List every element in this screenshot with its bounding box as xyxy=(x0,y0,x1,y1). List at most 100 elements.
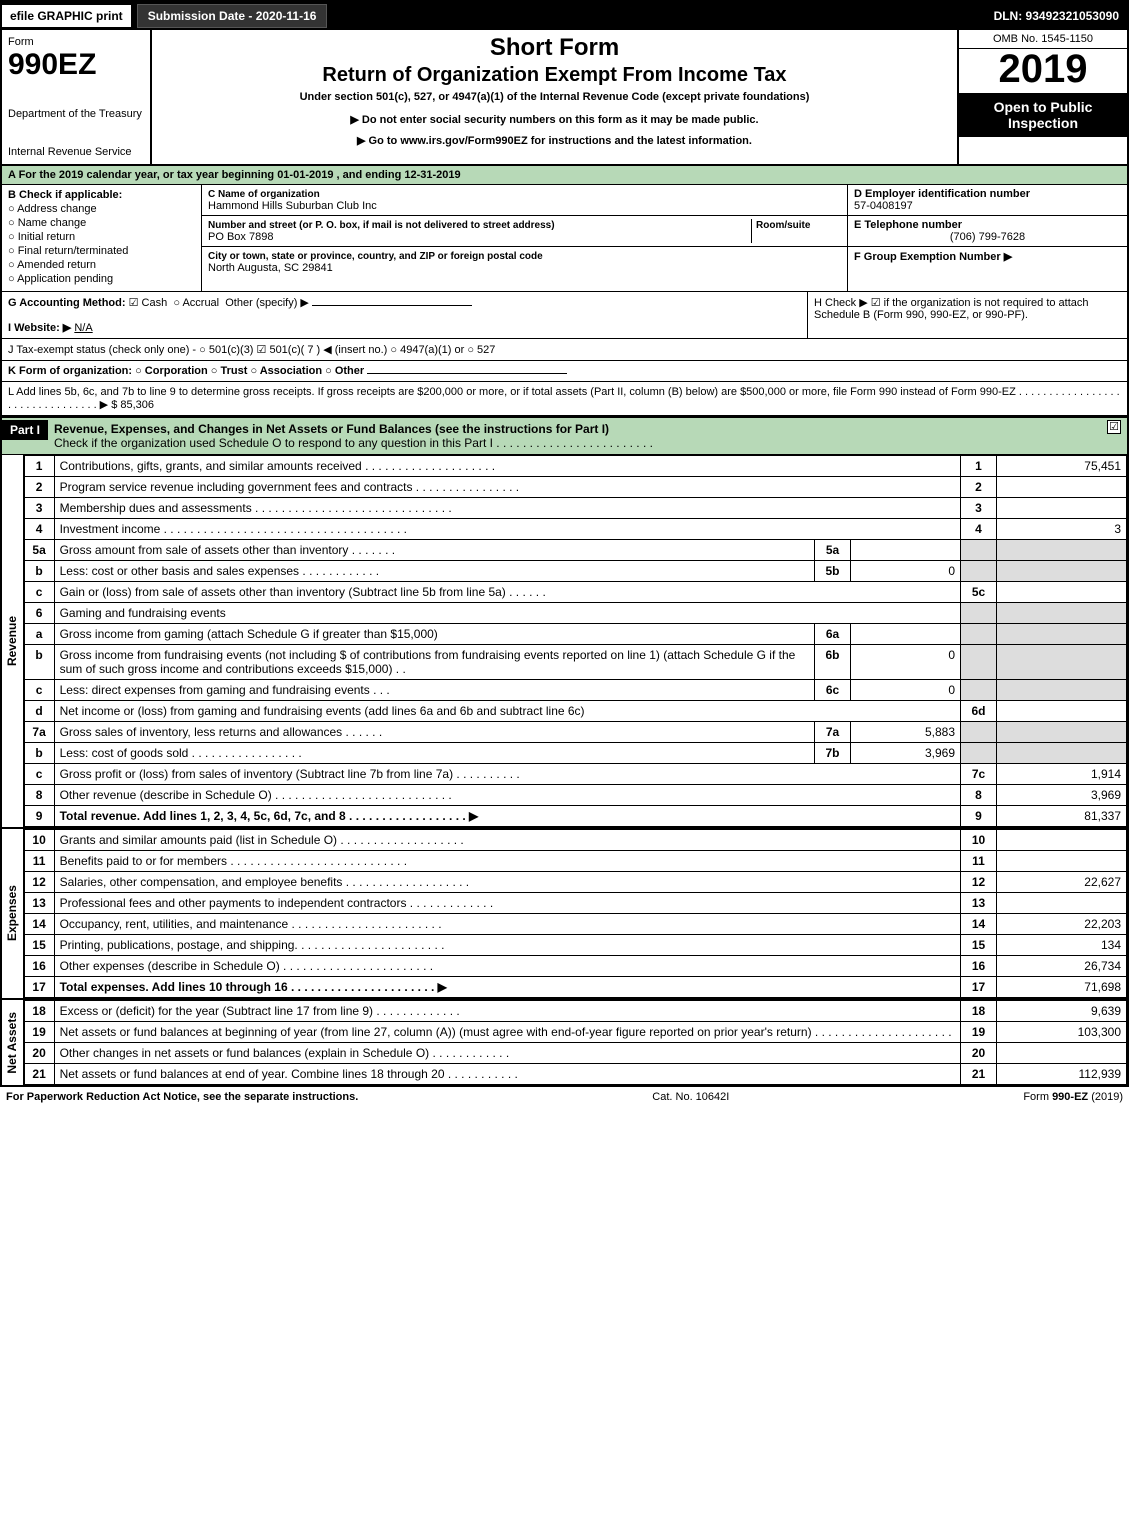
footer-left: For Paperwork Reduction Act Notice, see … xyxy=(6,1091,358,1103)
line-6d: dNet income or (loss) from gaming and fu… xyxy=(24,701,1126,722)
line-9: 9Total revenue. Add lines 1, 2, 3, 4, 5c… xyxy=(24,806,1126,827)
line-3: 3Membership dues and assessments . . . .… xyxy=(24,498,1126,519)
netassets-section: Net Assets 18Excess or (deficit) for the… xyxy=(2,998,1127,1085)
submission-date-label: Submission Date - 2020-11-16 xyxy=(137,4,328,28)
b-title: B Check if applicable: xyxy=(8,189,122,201)
group-exemption: F Group Exemption Number ▶ xyxy=(848,247,1127,266)
part1-label: Part I xyxy=(2,420,48,440)
info-block: B Check if applicable: ○ Address change … xyxy=(2,185,1127,292)
line-2: 2Program service revenue including gover… xyxy=(24,477,1126,498)
opt-final[interactable]: ○ Final return/terminated xyxy=(8,245,195,257)
c-name-lbl: C Name of organization xyxy=(208,189,320,200)
footer-center: Cat. No. 10642I xyxy=(652,1091,729,1103)
ein-val: 57-0408197 xyxy=(854,200,913,212)
revenue-table: 1Contributions, gifts, grants, and simil… xyxy=(24,455,1127,827)
line-7c: cGross profit or (loss) from sales of in… xyxy=(24,764,1126,785)
dln-label: DLN: 93492321053090 xyxy=(994,9,1127,23)
opt-pending[interactable]: ○ Application pending xyxy=(8,273,195,285)
k-text: K Form of organization: ○ Corporation ○ … xyxy=(8,365,364,377)
room-lbl: Room/suite xyxy=(756,220,810,231)
line-19: 19Net assets or fund balances at beginni… xyxy=(24,1022,1126,1043)
line-5a: 5aGross amount from sale of assets other… xyxy=(24,540,1126,561)
street-val: PO Box 7898 xyxy=(208,231,273,243)
dept-label: Department of the Treasury xyxy=(8,108,144,120)
line-6a: aGross income from gaming (attach Schedu… xyxy=(24,624,1126,645)
section-b: B Check if applicable: ○ Address change … xyxy=(2,185,202,291)
efile-print-label[interactable]: efile GRAPHIC print xyxy=(2,5,131,27)
footer-right: Form 990-EZ (2019) xyxy=(1023,1091,1123,1103)
k-row: K Form of organization: ○ Corporation ○ … xyxy=(2,361,1127,382)
line-20: 20Other changes in net assets or fund ba… xyxy=(24,1043,1126,1064)
goto-link[interactable]: ▶ Go to www.irs.gov/Form990EZ for instru… xyxy=(160,134,949,147)
tax-year: 2019 xyxy=(959,49,1127,89)
line-10: 10Grants and similar amounts paid (list … xyxy=(24,830,1126,851)
header-right: OMB No. 1545-1150 2019 Open to Public In… xyxy=(957,30,1127,164)
opt-address[interactable]: ○ Address change xyxy=(8,203,195,215)
l-row: L Add lines 5b, 6c, and 7b to line 9 to … xyxy=(2,382,1127,417)
part1-header: Part I Revenue, Expenses, and Changes in… xyxy=(2,417,1127,455)
row-gh: G Accounting Method: ☑ Cash ○ Accrual Ot… xyxy=(2,292,1127,339)
line-4: 4Investment income . . . . . . . . . . .… xyxy=(24,519,1126,540)
cash-check[interactable]: ☑ xyxy=(129,297,139,309)
open-public: Open to Public Inspection xyxy=(959,93,1127,137)
line-21: 21Net assets or fund balances at end of … xyxy=(24,1064,1126,1085)
line-12: 12Salaries, other compensation, and empl… xyxy=(24,872,1126,893)
top-bar: efile GRAPHIC print Submission Date - 20… xyxy=(2,2,1127,30)
revenue-side-label: Revenue xyxy=(2,455,24,827)
header-left: Form 990EZ Department of the Treasury In… xyxy=(2,30,152,164)
city-lbl: City or town, state or province, country… xyxy=(208,251,543,262)
tax-year-text: A For the 2019 calendar year, or tax yea… xyxy=(8,169,461,181)
irs-label: Internal Revenue Service xyxy=(8,146,144,158)
part1-title: Revenue, Expenses, and Changes in Net As… xyxy=(54,422,609,436)
under-section: Under section 501(c), 527, or 4947(a)(1)… xyxy=(160,91,949,103)
line-17: 17Total expenses. Add lines 10 through 1… xyxy=(24,977,1126,998)
accounting-method: G Accounting Method: ☑ Cash ○ Accrual Ot… xyxy=(2,292,807,338)
page-footer: For Paperwork Reduction Act Notice, see … xyxy=(0,1087,1129,1107)
city-val: North Augusta, SC 29841 xyxy=(208,262,333,274)
j-text: J Tax-exempt status (check only one) - ○… xyxy=(8,344,495,356)
form-label: Form xyxy=(8,36,144,48)
j-row: J Tax-exempt status (check only one) - ○… xyxy=(2,339,1127,361)
line-8: 8Other revenue (describe in Schedule O) … xyxy=(24,785,1126,806)
opt-initial[interactable]: ○ Initial return xyxy=(8,231,195,243)
phone-val: (706) 799-7628 xyxy=(854,231,1121,243)
i-lbl: I Website: ▶ xyxy=(8,322,71,334)
part1-checkbox[interactable]: ☑ xyxy=(1107,420,1121,434)
phone-cell: E Telephone number (706) 799-7628 xyxy=(848,216,1127,247)
line-13: 13Professional fees and other payments t… xyxy=(24,893,1126,914)
g-lbl: G Accounting Method: xyxy=(8,297,126,309)
website-val: N/A xyxy=(74,322,92,334)
d-lbl: D Employer identification number xyxy=(854,188,1030,200)
line-6b: bGross income from fundraising events (n… xyxy=(24,645,1126,680)
return-title: Return of Organization Exempt From Incom… xyxy=(160,64,949,87)
line-5c: cGain or (loss) from sale of assets othe… xyxy=(24,582,1126,603)
expenses-table: 10Grants and similar amounts paid (list … xyxy=(24,829,1127,998)
line-6: 6Gaming and fundraising events xyxy=(24,603,1126,624)
org-name-cell: C Name of organization Hammond Hills Sub… xyxy=(202,185,847,216)
expenses-side-label: Expenses xyxy=(2,829,24,998)
form-number: 990EZ xyxy=(8,48,144,82)
line-6c: cLess: direct expenses from gaming and f… xyxy=(24,680,1126,701)
line-18: 18Excess or (deficit) for the year (Subt… xyxy=(24,1001,1126,1022)
tax-year-row: A For the 2019 calendar year, or tax yea… xyxy=(2,166,1127,185)
l-text: L Add lines 5b, 6c, and 7b to line 9 to … xyxy=(8,386,1120,411)
schedule-b-check: H Check ▶ ☑ if the organization is not r… xyxy=(807,292,1127,338)
line-1: 1Contributions, gifts, grants, and simil… xyxy=(24,456,1126,477)
form-header: Form 990EZ Department of the Treasury In… xyxy=(2,30,1127,166)
line-14: 14Occupancy, rent, utilities, and mainte… xyxy=(24,914,1126,935)
org-name: Hammond Hills Suburban Club Inc xyxy=(208,200,377,212)
opt-amended[interactable]: ○ Amended return xyxy=(8,259,195,271)
section-c: C Name of organization Hammond Hills Sub… xyxy=(202,185,847,291)
short-form-title: Short Form xyxy=(160,34,949,62)
e-lbl: E Telephone number xyxy=(854,219,962,231)
section-def: D Employer identification number 57-0408… xyxy=(847,185,1127,291)
ein-cell: D Employer identification number 57-0408… xyxy=(848,185,1127,216)
street-lbl: Number and street (or P. O. box, if mail… xyxy=(208,220,555,231)
ssn-note: ▶ Do not enter social security numbers o… xyxy=(160,113,949,126)
header-center: Short Form Return of Organization Exempt… xyxy=(152,30,957,164)
line-15: 15Printing, publications, postage, and s… xyxy=(24,935,1126,956)
opt-name[interactable]: ○ Name change xyxy=(8,217,195,229)
part1-sub: Check if the organization used Schedule … xyxy=(54,436,653,450)
line-11: 11Benefits paid to or for members . . . … xyxy=(24,851,1126,872)
revenue-section: Revenue 1Contributions, gifts, grants, a… xyxy=(2,455,1127,827)
